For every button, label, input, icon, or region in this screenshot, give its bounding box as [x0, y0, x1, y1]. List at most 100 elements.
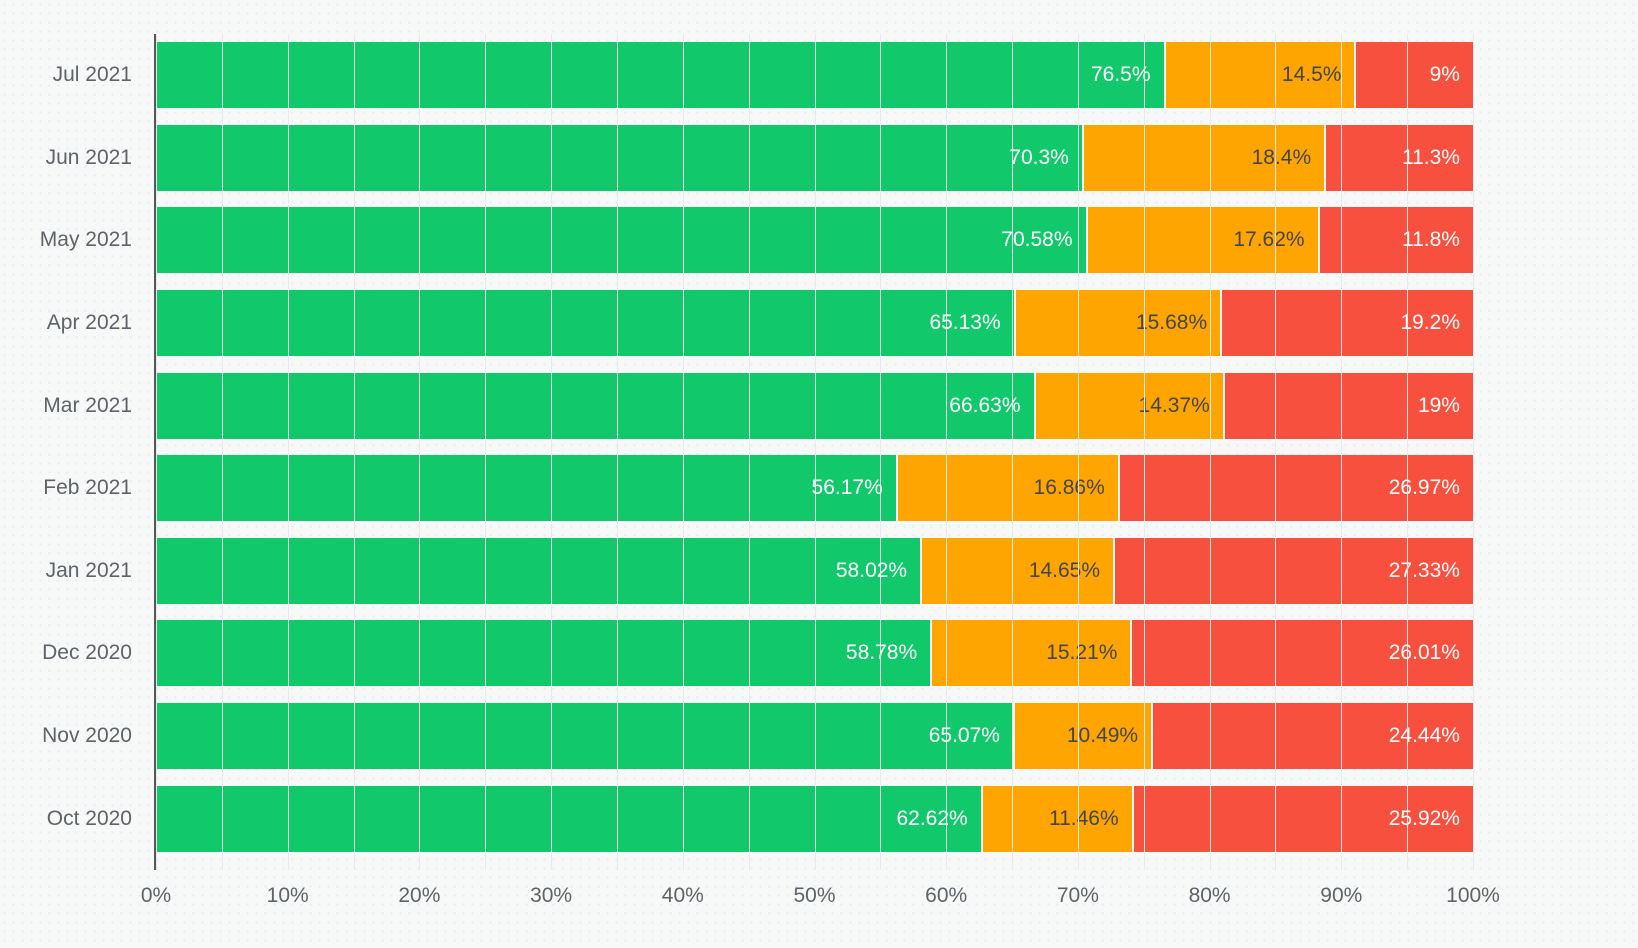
segment-value-label: 14.5%	[1281, 63, 1342, 87]
bar-segment-orange[interactable]: 14.5%	[1163, 42, 1355, 109]
bar-segment-orange[interactable]: 14.37%	[1033, 372, 1223, 439]
x-axis-tick-label: 50%	[793, 884, 836, 907]
segment-value-label: 65.07%	[928, 724, 1000, 748]
y-axis-line	[154, 34, 156, 870]
segment-value-label: 58.78%	[845, 641, 918, 665]
segment-value-label: 25.92%	[1388, 806, 1460, 830]
bar-segment-green[interactable]: 65.07%	[156, 703, 1013, 770]
bar-segment-red[interactable]: 26.01%	[1130, 620, 1473, 687]
segment-value-label: 9%	[1429, 63, 1460, 87]
bar-segment-green[interactable]: 56.17%	[156, 455, 896, 522]
stacked-bar: 76.5% 14.5% 9%	[156, 42, 1473, 109]
bar-row: 70.3% 18.4% 11.3%	[156, 117, 1473, 200]
bar-rows: 76.5% 14.5% 9% 70.3% 18.4% 11.3% 70.58% 17.62% 1…	[156, 34, 1473, 860]
bar-row: 62.62% 11.46% 25.92%	[156, 777, 1473, 860]
bar-segment-red[interactable]: 25.92%	[1131, 785, 1473, 852]
segment-value-label: 18.4%	[1251, 145, 1312, 169]
gridline	[156, 34, 157, 870]
bar-segment-orange[interactable]: 17.62%	[1085, 207, 1318, 274]
bar-segment-orange[interactable]: 18.4%	[1081, 124, 1325, 191]
bar-segment-green[interactable]: 70.3%	[156, 124, 1082, 191]
bar-segment-orange[interactable]: 14.65%	[920, 537, 1114, 604]
category-label: Oct 2020	[46, 806, 132, 830]
bar-row: 65.07% 10.49% 24.44%	[156, 695, 1473, 778]
bar-segment-green[interactable]: 65.13%	[156, 290, 1014, 357]
x-axis-tick-label: 60%	[925, 884, 968, 907]
bar-segment-green[interactable]: 58.02%	[156, 537, 921, 604]
category-label: Jul 2021	[52, 63, 132, 87]
category-label: Jun 2021	[45, 145, 132, 169]
bar-segment-red[interactable]: 9%	[1354, 42, 1473, 109]
gridline	[616, 34, 618, 870]
segment-value-label: 76.5%	[1090, 63, 1151, 87]
gridline	[1341, 34, 1343, 870]
gridline	[1473, 34, 1474, 870]
segment-value-label: 70.3%	[1009, 145, 1069, 169]
x-axis-tick-label: 80%	[1188, 884, 1231, 907]
stacked-bar: 58.02% 14.65% 27.33%	[156, 537, 1473, 604]
bar-segment-red[interactable]: 26.97%	[1117, 455, 1473, 522]
bar-segment-red[interactable]: 11.8%	[1317, 207, 1473, 274]
gridline	[1209, 34, 1211, 870]
bar-segment-green[interactable]: 66.63%	[156, 372, 1034, 439]
gridline	[748, 34, 750, 870]
stacked-bar: 70.3% 18.4% 11.3%	[156, 124, 1473, 191]
segment-value-label: 70.58%	[1001, 228, 1073, 252]
x-axis-tick-label: 40%	[661, 884, 704, 907]
segment-value-label: 14.37%	[1138, 393, 1210, 417]
segment-value-label: 16.86%	[1033, 476, 1105, 500]
bar-row: 65.13% 15.68% 19.2%	[156, 282, 1473, 365]
segment-value-label: 58.02%	[835, 558, 908, 582]
bar-segment-green[interactable]: 58.78%	[156, 620, 931, 687]
category-label: Apr 2021	[46, 311, 132, 335]
gridline	[551, 34, 553, 870]
bar-segment-red[interactable]: 11.3%	[1324, 124, 1473, 191]
bar-segment-green[interactable]: 62.62%	[156, 785, 981, 852]
segment-value-label: 27.33%	[1388, 558, 1460, 582]
segment-value-label: 62.62%	[896, 806, 968, 830]
category-label: Dec 2020	[42, 641, 132, 665]
bar-segment-red[interactable]: 24.44%	[1151, 703, 1473, 770]
segment-value-label: 15.21%	[1046, 641, 1118, 665]
bar-segment-orange[interactable]: 10.49%	[1012, 703, 1152, 770]
bar-segment-orange[interactable]: 16.86%	[895, 455, 1118, 522]
segment-value-label: 19%	[1417, 393, 1460, 417]
x-axis-tick-label: 90%	[1320, 884, 1363, 907]
bar-row: 70.58% 17.62% 11.8%	[156, 199, 1473, 282]
segment-value-label: 11.3%	[1401, 145, 1460, 169]
segment-value-label: 14.65%	[1028, 558, 1101, 582]
x-axis-tick-label: 70%	[1056, 884, 1099, 907]
bar-segment-orange[interactable]: 15.68%	[1013, 290, 1221, 357]
segment-value-label: 19.2%	[1400, 311, 1460, 335]
category-label: Nov 2020	[42, 724, 132, 748]
bar-segment-red[interactable]: 19.2%	[1220, 290, 1473, 357]
segment-value-label: 24.44%	[1388, 724, 1460, 748]
bar-segment-red[interactable]: 27.33%	[1113, 537, 1473, 604]
bar-segment-red[interactable]: 19%	[1222, 372, 1473, 439]
gridline	[880, 34, 882, 870]
bar-segment-green[interactable]: 70.58%	[156, 207, 1086, 274]
bar-segment-green[interactable]: 76.5%	[156, 42, 1164, 109]
gridline	[353, 34, 355, 870]
stacked-bar: 65.13% 15.68% 19.2%	[156, 290, 1473, 357]
plot-area: 76.5% 14.5% 9% 70.3% 18.4% 11.3% 70.58% 17.62% 1…	[154, 34, 1474, 870]
gridline	[682, 34, 684, 870]
stacked-bar: 66.63% 14.37% 19%	[156, 372, 1473, 439]
gridline	[1077, 34, 1079, 870]
stacked-bar: 58.78% 15.21% 26.01%	[156, 620, 1473, 687]
category-label: May 2021	[39, 228, 132, 252]
segment-value-label: 65.13%	[929, 311, 1001, 335]
stacked-bar: 56.17% 16.86% 26.97%	[156, 455, 1473, 522]
gridline	[1012, 34, 1014, 870]
gridline	[221, 34, 223, 870]
segment-value-label: 17.62%	[1233, 228, 1305, 252]
stacked-bar: 70.58% 17.62% 11.8%	[156, 207, 1473, 274]
bar-segment-orange[interactable]: 11.46%	[980, 785, 1132, 852]
segment-value-label: 11.46%	[1048, 806, 1119, 830]
bar-row: 58.02% 14.65% 27.33%	[156, 530, 1473, 613]
segment-value-label: 11.8%	[1401, 228, 1460, 252]
bar-segment-orange[interactable]: 15.21%	[930, 620, 1131, 687]
stacked-bar: 62.62% 11.46% 25.92%	[156, 785, 1473, 852]
category-label: Mar 2021	[43, 393, 132, 417]
